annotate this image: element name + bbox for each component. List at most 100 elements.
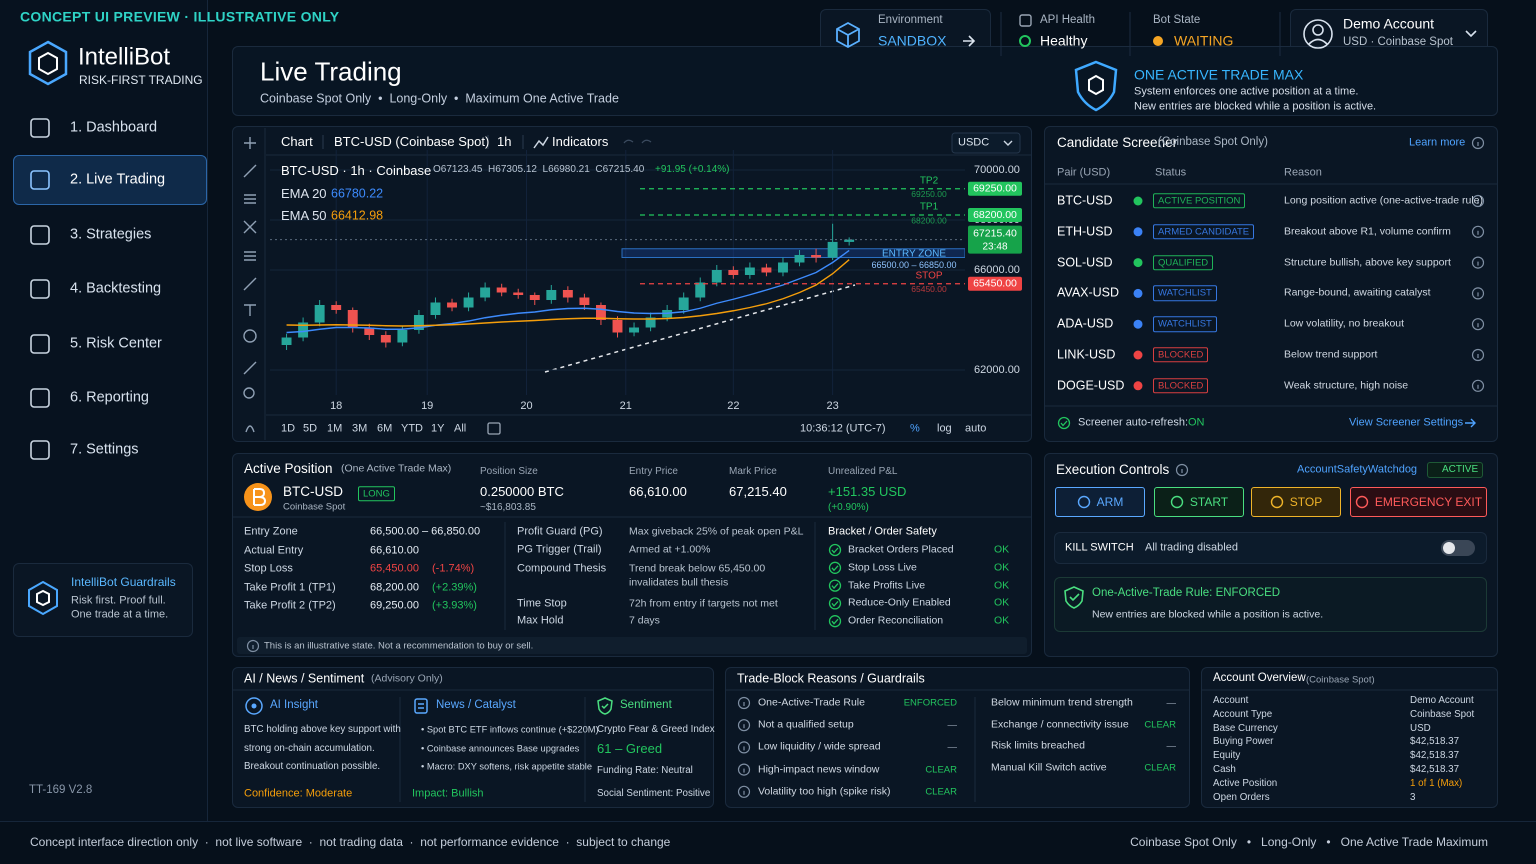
candle-body <box>546 290 557 300</box>
candle-body <box>645 317 656 328</box>
reason: Long position active (one-active-trade r… <box>1284 194 1484 207</box>
api-dot <box>1019 35 1031 47</box>
rule-label: Time Stop <box>517 597 567 610</box>
safety-item: Reduce-Only Enabled <box>848 597 951 610</box>
quote-label: USDC <box>958 136 990 149</box>
level-badge-label: 65450.00 <box>973 278 1017 290</box>
logo <box>28 40 68 86</box>
settings-link[interactable]: View Screener Settings <box>1349 416 1464 429</box>
nav-item[interactable]: 6. Reporting <box>70 389 149 406</box>
status-badge: BLOCKED <box>1153 378 1209 394</box>
indicators-button[interactable]: Indicators <box>552 134 609 150</box>
reason: Below trend support <box>1284 348 1378 361</box>
refresh-label: Screener auto-refresh: <box>1078 416 1189 429</box>
pair: ETH-USD <box>1057 224 1113 239</box>
chevron <box>1465 30 1477 38</box>
pair: AVAX-USD <box>1057 285 1120 300</box>
safety-item: Stop Loss Live <box>848 561 917 574</box>
symbol-select[interactable]: BTC-USD (Coinbase Spot) <box>334 134 490 150</box>
control-button[interactable]: START <box>1154 487 1244 517</box>
x-tick-label: 18 <box>330 400 342 412</box>
candle-body <box>595 305 606 320</box>
env-value: SANDBOX <box>878 32 947 49</box>
nav-item[interactable]: 7. Settings <box>70 441 139 458</box>
nav-item[interactable]: 4. Backtesting <box>70 280 162 297</box>
scale-option[interactable]: auto <box>965 422 987 435</box>
last-price-countdown: 23:48 <box>982 241 1007 252</box>
control-button[interactable]: EMERGENCY EXIT <box>1350 487 1487 517</box>
chart-panel <box>232 126 1032 442</box>
status-dot <box>1133 350 1143 360</box>
watchdog-state: ACTIVE <box>1442 464 1479 475</box>
guardrails-title: IntelliBot Guardrails <box>71 574 176 589</box>
range-button[interactable]: 1Y <box>431 422 445 435</box>
nav-item[interactable]: 2. Live Trading <box>70 171 166 188</box>
range-button[interactable]: YTD <box>401 422 423 435</box>
block-state: CLEAR <box>925 763 957 775</box>
account-label: Base Currency <box>1213 722 1278 734</box>
button-icon <box>1355 495 1369 509</box>
rule-value: Max giveback 25% of peak open P&L <box>629 525 804 538</box>
nav-item[interactable]: 3. Strategies <box>70 226 152 243</box>
scale-option[interactable]: log <box>937 422 952 435</box>
nav-item[interactable]: 1. Dashboard <box>70 119 158 136</box>
interval-select[interactable]: 1h <box>497 134 512 150</box>
screener-panel <box>1044 126 1498 442</box>
control-button[interactable]: ARM <box>1055 487 1145 517</box>
level-pct: (-1.74%) <box>432 562 475 575</box>
legend-name: EMA 50 <box>281 208 327 224</box>
button-label: ARM <box>1096 495 1124 509</box>
avatar-body <box>1308 38 1328 45</box>
brand-name: IntelliBot <box>78 43 171 71</box>
status-badge: WATCHLIST <box>1153 316 1217 332</box>
scale-option[interactable]: % <box>910 422 920 435</box>
news-item: • Coinbase announces Base upgrades <box>421 742 580 753</box>
range-button[interactable]: All <box>454 422 467 435</box>
footer-left: Concept interface direction only · not l… <box>30 834 671 849</box>
level-badge-label: 68200.00 <box>973 209 1017 221</box>
x-tick-label: 22 <box>727 400 739 412</box>
calendar-icon[interactable] <box>487 422 501 435</box>
shield-icon <box>1074 60 1118 112</box>
check-icon <box>828 561 842 574</box>
bot-value: WAITING <box>1174 32 1234 49</box>
rule-value: Armed at +1.00% <box>629 543 711 556</box>
info-icon <box>737 741 751 754</box>
plot <box>270 150 965 395</box>
level-value: 66,500.00 – 66,850.00 <box>370 525 481 538</box>
rule-value: invalidates bull thesis <box>629 576 729 589</box>
range-button[interactable]: 6M <box>377 422 393 435</box>
check-icon <box>831 583 839 590</box>
entry-zone-label: 66500.00 – 66850.00 <box>871 260 956 270</box>
footer-bar <box>0 821 1536 864</box>
account-name: Demo Account <box>1343 15 1435 32</box>
control-button[interactable]: STOP <box>1251 487 1341 517</box>
level-name: STOP <box>915 270 942 281</box>
quote-select[interactable] <box>951 132 1021 154</box>
range-button[interactable]: 5D <box>303 422 318 435</box>
nav-icon <box>30 118 50 138</box>
page-subtitle: Coinbase Spot Only • Long-Only • Maximum… <box>260 91 619 106</box>
account-label: Cash <box>1213 764 1236 776</box>
safety-state: OK <box>994 597 1010 610</box>
rule-box <box>1054 577 1487 632</box>
funding: Funding Rate: Neutral <box>597 765 693 777</box>
status-badge: ACTIVE POSITION <box>1153 193 1246 209</box>
level-badge <box>968 181 1022 196</box>
banner: CONCEPT UI PREVIEW · ILLUSTRATIVE ONLY <box>20 8 340 25</box>
footer-right: Coinbase Spot Only • Long-Only • One Act… <box>1130 834 1488 849</box>
nav-item[interactable]: 5. Risk Center <box>70 335 162 352</box>
block-state: — <box>947 719 958 731</box>
block-reason: Low liquidity / wide spread <box>758 741 881 754</box>
range-button[interactable]: 3M <box>352 422 368 435</box>
legend-value: 66412.98 <box>331 208 384 223</box>
stat-value: 66,610.00 <box>629 484 687 500</box>
api-icon <box>1019 14 1032 27</box>
learn-more[interactable]: Learn more <box>1409 136 1466 149</box>
account-label: Open Orders <box>1213 791 1270 803</box>
info-icon <box>1471 194 1485 208</box>
range-button[interactable]: 1M <box>327 422 343 435</box>
guardrails-icon <box>28 580 58 616</box>
range-button[interactable]: 1D <box>281 422 296 435</box>
blocks-title: Trade-Block Reasons / Guardrails <box>737 671 925 686</box>
